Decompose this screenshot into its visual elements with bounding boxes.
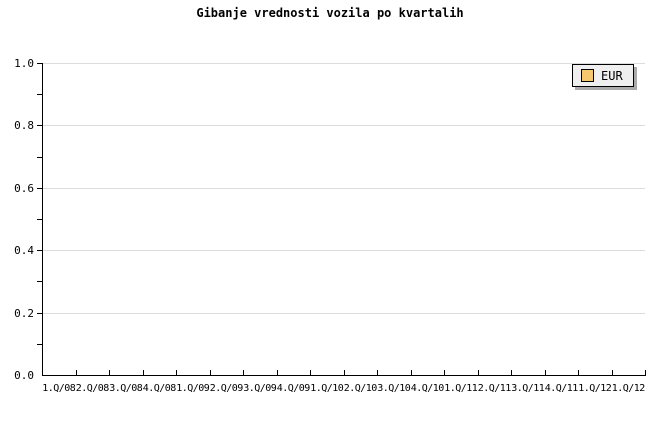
x-axis-tick	[210, 370, 211, 375]
y-gridline	[43, 313, 645, 314]
x-axis-tick	[176, 370, 177, 375]
x-tick-label: 4.Q/10	[410, 383, 445, 394]
legend-box[interactable]: EUR	[572, 64, 634, 87]
y-tick-label: 0.2	[14, 307, 34, 320]
x-tick-label: 1.Q/09	[176, 383, 210, 394]
x-tick-label: 4.Q/08	[142, 383, 177, 394]
y-tick-label: 0.6	[14, 182, 34, 195]
x-tick-label: 4.Q/11	[544, 383, 579, 394]
legend-swatch-eur	[581, 69, 594, 82]
y-gridline	[43, 125, 645, 126]
x-axis-tick	[444, 370, 445, 375]
x-tick-label: 1.Q/12	[611, 383, 646, 394]
x-axis-tick	[344, 370, 345, 375]
x-axis-tick	[310, 370, 311, 375]
y-tick-label: 1.0	[14, 57, 34, 70]
x-tick-label: 2.Q/11	[477, 383, 512, 394]
legend-label: EUR	[601, 68, 623, 83]
x-axis-tick	[277, 370, 278, 375]
x-axis-line	[42, 375, 646, 376]
x-tick-label: 3.Q/11	[511, 383, 545, 394]
y-axis-tick	[37, 281, 42, 282]
x-axis-tick	[612, 370, 613, 375]
x-tick-label: 1.Q/12	[578, 383, 612, 394]
x-tick-label: 1.Q/11	[444, 383, 478, 394]
x-axis-tick	[377, 370, 378, 375]
x-axis-tick	[76, 370, 77, 375]
x-tick-label: 4.Q/09	[276, 383, 311, 394]
x-tick-label: 3.Q/08	[109, 383, 143, 394]
x-axis-tick	[243, 370, 244, 375]
x-axis-tick	[645, 370, 646, 375]
x-tick-label: 1.Q/10	[310, 383, 344, 394]
x-axis-tick	[478, 370, 479, 375]
x-axis-tick	[109, 370, 110, 375]
x-tick-label: 3.Q/09	[243, 383, 277, 394]
x-tick-label: 2.Q/09	[209, 383, 244, 394]
x-axis-tick	[143, 370, 144, 375]
x-axis-tick	[578, 370, 579, 375]
y-axis-tick	[37, 250, 42, 251]
x-axis-tick	[511, 370, 512, 375]
y-gridline	[43, 250, 645, 251]
y-axis-tick	[37, 157, 42, 158]
y-axis-tick	[37, 94, 42, 95]
x-axis-tick	[411, 370, 412, 375]
y-tick-label: 0.8	[14, 119, 34, 132]
y-axis-tick	[37, 313, 42, 314]
chart-title: Gibanje vrednosti vozila po kvartalih	[196, 6, 464, 20]
x-axis-tick	[545, 370, 546, 375]
y-tick-label: 0.0	[14, 369, 34, 382]
x-tick-label: 3.Q/10	[377, 383, 411, 394]
y-axis-tick	[37, 125, 42, 126]
y-axis-tick	[37, 63, 42, 64]
x-tick-label: 2.Q/08	[75, 383, 110, 394]
y-gridline	[43, 63, 645, 64]
y-axis-tick	[37, 188, 42, 189]
y-tick-label: 0.4	[14, 244, 34, 257]
y-axis-line	[42, 63, 43, 376]
y-axis-tick	[37, 344, 42, 345]
x-tick-label: 2.Q/10	[343, 383, 378, 394]
y-gridline	[43, 188, 645, 189]
y-axis-tick	[37, 219, 42, 220]
x-tick-label: 1.Q/08	[42, 383, 76, 394]
